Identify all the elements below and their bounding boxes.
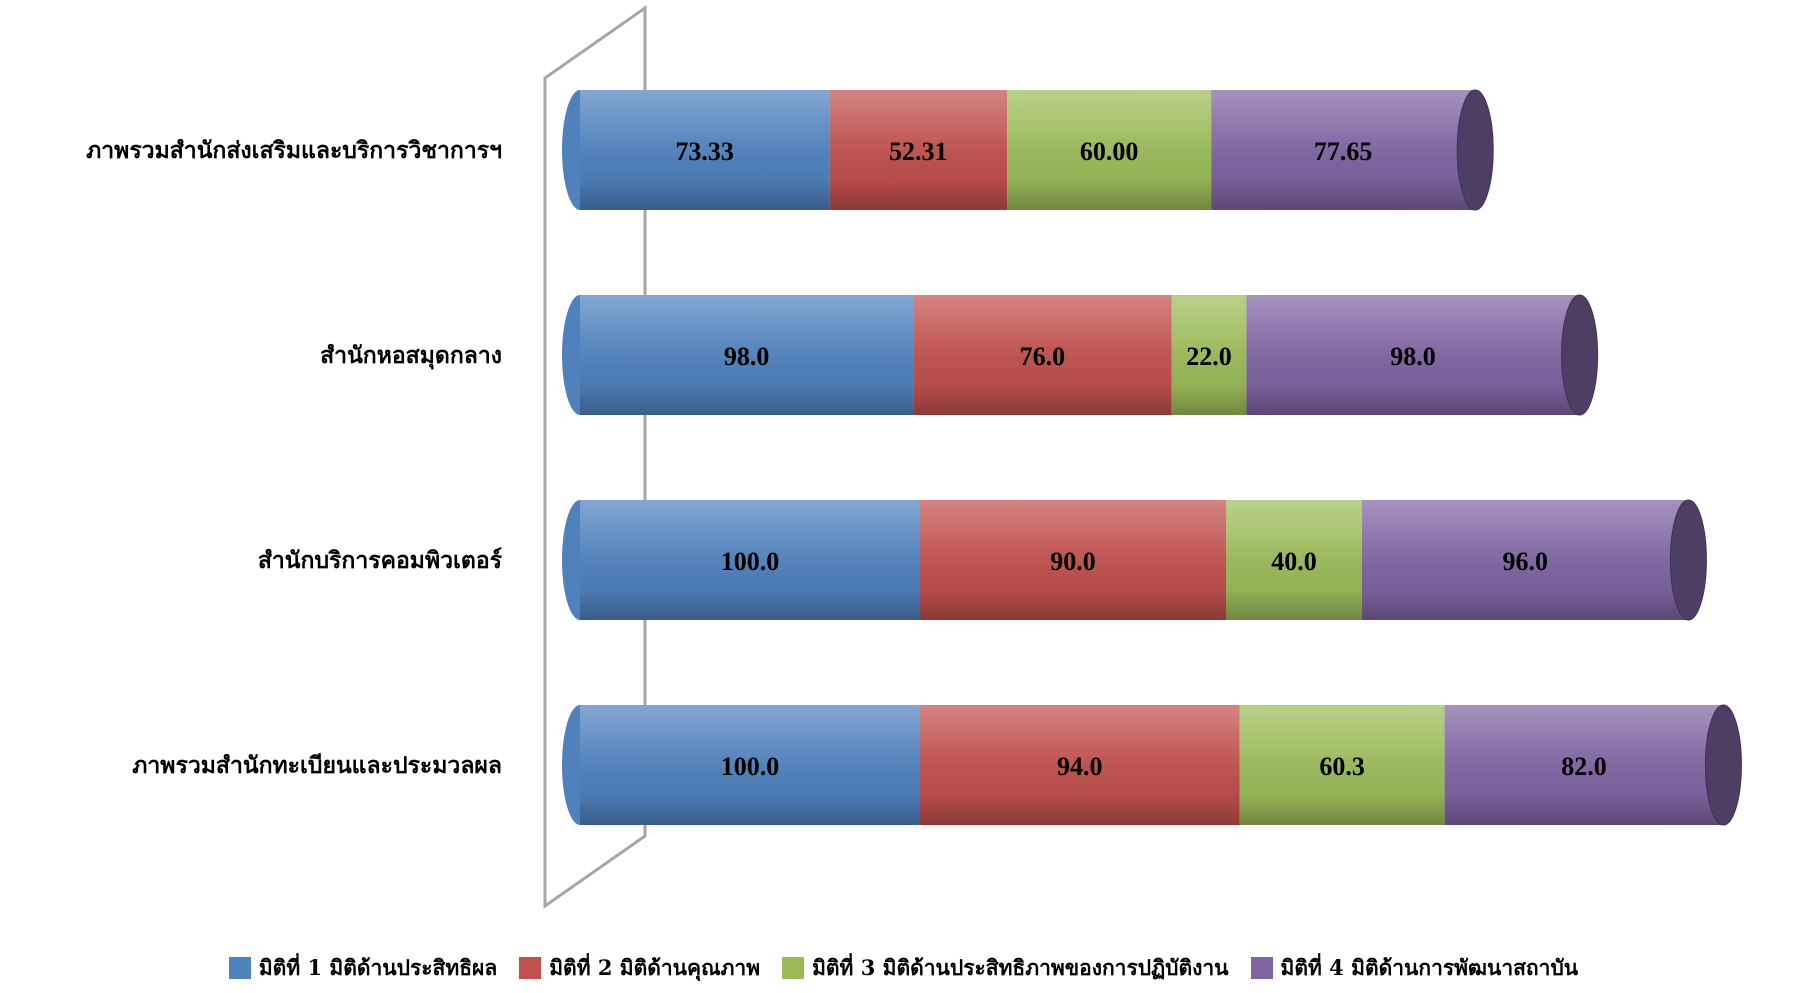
legend-item: มิติที่ 1 มิติด้านประสิทธิผล (228, 952, 498, 985)
bar-cap-right (1704, 704, 1742, 826)
bar-segment-shading (1239, 705, 1445, 825)
legend-swatch (228, 957, 251, 979)
bar-segment-shading (1444, 705, 1724, 825)
legend-item: มิติที่ 2 มิติด้านคุณภาพ (519, 952, 760, 985)
legend-swatch (782, 957, 805, 979)
data-label: 60.00 (1080, 137, 1139, 166)
data-label: 90.0 (1050, 547, 1096, 576)
bar-segment-shading (580, 500, 920, 620)
data-label: 40.0 (1271, 547, 1317, 576)
category-label: สำนักบริการคอมพิวเตอร์ (258, 547, 503, 574)
data-label: 76.0 (1020, 342, 1066, 371)
data-label: 94.0 (1057, 752, 1103, 781)
bar-segment-shading (920, 500, 1226, 620)
legend-label: มิติที่ 2 มิติด้านคุณภาพ (549, 954, 761, 980)
data-label: 52.31 (889, 137, 948, 166)
data-label: 98.0 (724, 342, 770, 371)
legend: มิติที่ 1 มิติด้านประสิทธิผล มิติที่ 2 มิ… (0, 948, 1807, 988)
data-label: 82.0 (1561, 752, 1607, 781)
category-label: สำนักหอสมุดกลาง (320, 342, 502, 370)
data-label: 100.0 (721, 752, 780, 781)
bar-cap-right (1456, 89, 1494, 211)
legend-swatch (519, 957, 542, 979)
category-label: ภาพรวมสำนักทะเบียนและประมวลผล (132, 752, 502, 779)
bar-segment-shading (1171, 295, 1247, 415)
legend-item: มิติที่ 3 มิติด้านประสิทธิภาพของการปฏิบั… (782, 952, 1229, 985)
bar-cap-right (1669, 499, 1707, 621)
bar-segment-shading (913, 295, 1172, 415)
bar-segment-shading (1246, 295, 1580, 415)
data-label: 96.0 (1502, 547, 1548, 576)
legend-label: มิติที่ 4 มิติด้านการพัฒนาสถาบัน (1280, 954, 1579, 980)
legend-swatch (1250, 957, 1273, 979)
bar-segment-shading (580, 90, 830, 210)
chart-wall (543, 5, 647, 909)
bar-cap-right (1561, 294, 1599, 416)
data-label: 22.0 (1186, 342, 1232, 371)
data-label: 100.0 (721, 547, 780, 576)
category-label: ภาพรวมสำนักส่งเสริมและบริการวิชาการฯ (86, 137, 502, 164)
legend-item: มิติที่ 4 มิติด้านการพัฒนาสถาบัน (1250, 952, 1579, 985)
bar-segment-shading (920, 705, 1240, 825)
bar-segment-shading (1362, 500, 1689, 620)
legend-label: มิติที่ 3 มิติด้านประสิทธิภาพของการปฏิบั… (812, 954, 1229, 980)
bar-segment-shading (580, 295, 914, 415)
data-label: 77.65 (1314, 137, 1373, 166)
bar-segment-shading (829, 90, 1008, 210)
data-label: 60.3 (1319, 752, 1365, 781)
bar-segment-shading (580, 705, 920, 825)
data-label: 73.33 (675, 137, 734, 166)
bar-segment-shading (1226, 500, 1362, 620)
legend-label: มิติที่ 1 มิติด้านประสิทธิผล (258, 954, 498, 980)
data-label: 98.0 (1390, 342, 1436, 371)
bar-segment-shading (1007, 90, 1212, 210)
bar-segment-shading (1211, 90, 1476, 210)
